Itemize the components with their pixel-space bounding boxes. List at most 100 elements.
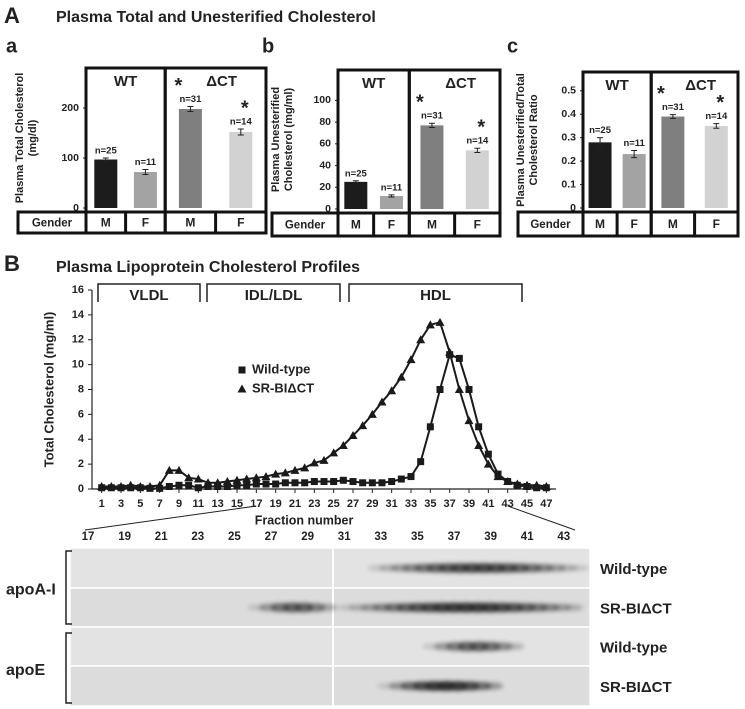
bar	[229, 132, 253, 208]
x-tick-label: 7	[157, 498, 163, 510]
marker	[164, 465, 174, 474]
region-bracket	[97, 283, 201, 302]
bar	[420, 125, 444, 209]
zoom-line	[507, 505, 576, 531]
y-tick-label: 16	[72, 284, 84, 296]
y-axis-label: Plasma Total Cholesterol	[14, 73, 26, 204]
panel-letter: b	[262, 35, 274, 57]
row-label: Gender	[285, 220, 326, 232]
bar	[379, 195, 403, 209]
marker	[214, 483, 222, 491]
protein-label: apoA-I	[6, 582, 56, 599]
marker	[193, 474, 203, 483]
marker	[349, 478, 357, 486]
lane-label: 27	[265, 531, 278, 543]
y-tick-label: 100	[61, 152, 79, 164]
y-tick-label: 100	[313, 94, 331, 106]
marker	[97, 482, 107, 491]
legend-label: Wild-type	[252, 361, 310, 376]
y-tick-label: 0	[570, 202, 576, 214]
bar	[704, 125, 728, 208]
lane-label: 21	[155, 531, 168, 543]
marker	[106, 482, 116, 491]
y-axis-label: Total Cholesterol (mg/ml)	[41, 312, 56, 468]
n-label: n=14	[705, 111, 728, 122]
bar	[465, 150, 489, 209]
blot-band	[506, 643, 524, 650]
marker	[175, 481, 183, 489]
x-tick-label: 21	[289, 498, 301, 510]
blot-band	[485, 682, 503, 690]
marker	[204, 483, 212, 491]
error-bar	[597, 137, 604, 148]
blot-band	[494, 642, 512, 651]
marker	[388, 478, 396, 486]
blot-band	[565, 604, 583, 611]
bar	[588, 142, 612, 208]
marker	[377, 397, 387, 406]
lane-label: 25	[228, 531, 241, 543]
error-bar	[713, 123, 720, 129]
marker	[368, 479, 376, 487]
marker	[359, 479, 367, 487]
marker	[378, 479, 386, 487]
x-tick-label: 15	[231, 498, 243, 510]
lane-label: 35	[411, 531, 424, 543]
marker	[213, 478, 223, 487]
marker	[522, 480, 532, 489]
bar	[661, 116, 685, 208]
marker	[475, 423, 483, 431]
marker	[426, 423, 434, 431]
blot-strip	[69, 665, 591, 707]
marker	[272, 480, 280, 488]
error-bar	[428, 122, 435, 129]
panel-letter: A	[4, 3, 20, 28]
marker	[320, 478, 328, 486]
lane-label: 39	[484, 531, 497, 543]
marker	[290, 465, 300, 474]
significance-marker: *	[477, 116, 485, 138]
x-tick-label: 27	[347, 498, 359, 510]
n-label: n=25	[95, 146, 118, 157]
marker	[512, 479, 522, 488]
group-label: ΔCT	[445, 75, 476, 92]
error-bar	[631, 150, 638, 159]
x-tick-label: 9	[176, 498, 182, 510]
marker	[251, 473, 261, 482]
bar	[622, 154, 646, 208]
category-label: M	[185, 216, 195, 230]
y-tick-label: 0	[78, 483, 84, 495]
marker	[319, 455, 329, 464]
lane-label: 29	[301, 531, 314, 543]
significance-marker: *	[416, 91, 424, 113]
blot-band	[571, 564, 589, 572]
marker	[271, 469, 281, 478]
y-tick-label: 0	[73, 202, 79, 214]
marker	[116, 482, 126, 491]
y-tick-label: 6	[78, 408, 84, 420]
y-tick-label: 0.4	[561, 108, 576, 120]
x-tick-label: 13	[212, 498, 224, 510]
n-label: n=31	[662, 102, 685, 113]
category-label: F	[630, 217, 637, 231]
marker	[280, 468, 290, 477]
x-tick-label: 41	[482, 498, 494, 510]
y-tick-label: 0.3	[561, 131, 576, 143]
category-label: M	[595, 217, 605, 231]
marker	[300, 463, 310, 472]
legend-label: SR-BIΔCT	[252, 380, 314, 395]
n-label: n=31	[179, 94, 202, 105]
error-bar	[102, 157, 109, 162]
category-label: F	[142, 216, 149, 230]
legend-marker	[238, 366, 246, 374]
category-label: F	[237, 216, 244, 230]
x-tick-label: 29	[366, 498, 378, 510]
blot-row-label: Wild-type	[600, 561, 667, 578]
error-bar	[474, 147, 481, 154]
marker	[126, 480, 136, 489]
significance-marker: *	[175, 75, 183, 97]
protein-bracket	[65, 550, 72, 625]
marker	[222, 477, 232, 486]
group-label: WT	[605, 77, 628, 94]
marker	[436, 386, 444, 393]
